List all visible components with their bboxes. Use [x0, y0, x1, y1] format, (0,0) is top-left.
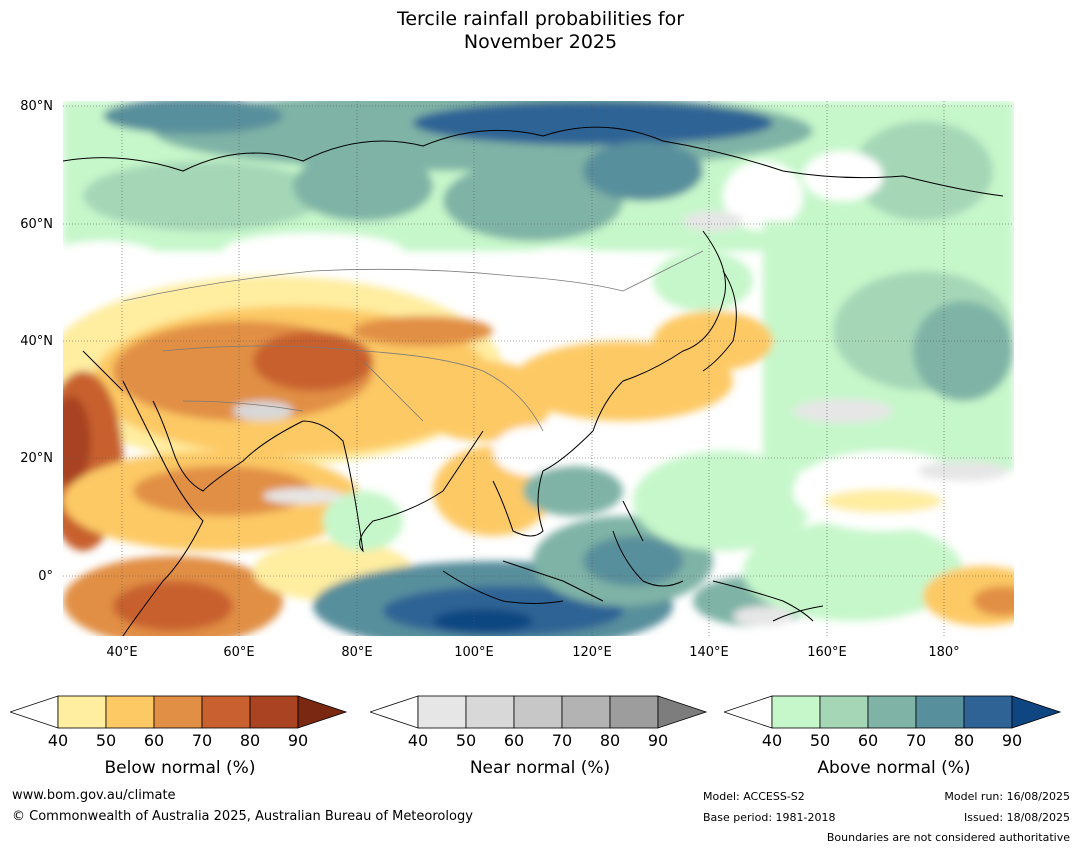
colorbar-below-tick: 90 [287, 731, 309, 750]
colorbar-below-low-end [10, 695, 59, 729]
title-line-1: Tercile rainfall probabilities for [396, 8, 685, 30]
colorbar-below [10, 695, 348, 729]
colorbar-above-tick: 80 [953, 731, 975, 750]
probability-field [63, 101, 1014, 636]
colorbar-near [370, 695, 708, 729]
colorbar-above-swatch-5 [963, 695, 1013, 729]
colorbar-below-high-end [297, 695, 348, 729]
website-link[interactable]: www.bom.gov.au/climate [12, 788, 176, 803]
lon-label-140e: 140°E [689, 645, 729, 660]
colorbar-near-tick: 70 [551, 731, 573, 750]
colorbar-below-swatch-5 [249, 695, 299, 729]
colorbar-near-tick: 80 [599, 731, 621, 750]
copyright-text: © Commonwealth of Australia 2025, Austra… [12, 809, 473, 824]
colorbar-below-tick: 40 [47, 731, 69, 750]
title-line-2: November 2025 [463, 31, 618, 53]
colorbar-near-swatch-3 [513, 695, 563, 729]
colorbar-above-high-end [1011, 695, 1062, 729]
colorbar-above-swatch-4 [915, 695, 965, 729]
model-text: Model: ACCESS-S2 [703, 790, 805, 803]
lat-label-20n: 20°N [20, 451, 53, 466]
lon-label-40e: 40°E [106, 645, 138, 660]
lon-label-80e: 80°E [341, 645, 373, 660]
colorbar-above-swatch-3 [867, 695, 917, 729]
graticule [63, 101, 1014, 636]
chart-title: Tercile rainfall probabilities for Novem… [0, 8, 1081, 54]
colorbar-above-tick: 90 [1001, 731, 1023, 750]
map-canvas [63, 101, 1014, 636]
colorbar-near-tick: 50 [455, 731, 477, 750]
colorbar-above-swatch-1 [771, 695, 821, 729]
lat-label-60n: 60°N [20, 217, 53, 232]
country-boundaries [122, 250, 704, 432]
colorbar-above-swatch-2 [819, 695, 869, 729]
colorbar-below-swatch-1 [57, 695, 107, 729]
colorbar-below-tick: 50 [95, 731, 117, 750]
issued-text: Issued: 18/08/2025 [963, 811, 1070, 824]
colorbar-below-swatch-2 [105, 695, 155, 729]
colorbar-below-swatch-4 [201, 695, 251, 729]
lon-label-60e: 60°E [223, 645, 255, 660]
colorbar-near-swatch-2 [465, 695, 515, 729]
lon-label-120e: 120°E [572, 645, 612, 660]
lat-label-80n: 80°N [20, 99, 53, 114]
lat-label-40n: 40°N [20, 334, 53, 349]
colorbar-near-low-end [370, 695, 419, 729]
colorbar-near-swatch-5 [609, 695, 659, 729]
rainfall-probability-map [63, 101, 1014, 636]
colorbar-above-title: Above normal (%) [817, 758, 971, 778]
colorbar-below-tick: 80 [239, 731, 261, 750]
colorbar-below-swatch-3 [153, 695, 203, 729]
colorbar-near-tick: 90 [647, 731, 669, 750]
colorbar-near-high-end [657, 695, 708, 729]
lon-label-180: 180° [928, 645, 960, 660]
colorbar-near-tick: 40 [407, 731, 429, 750]
colorbar-near-swatch-1 [417, 695, 467, 729]
lat-label-0: 0° [38, 569, 53, 584]
colorbar-near-tick: 60 [503, 731, 525, 750]
lon-label-160e: 160°E [807, 645, 847, 660]
colorbar-above-tick: 70 [905, 731, 927, 750]
colorbar-above [724, 695, 1062, 729]
colorbar-near-title: Near normal (%) [469, 758, 611, 778]
disclaimer-text: Boundaries are not considered authoritat… [826, 831, 1070, 844]
coastlines [63, 126, 1004, 636]
colorbar-above-tick: 60 [857, 731, 879, 750]
base-period-text: Base period: 1981-2018 [703, 811, 836, 824]
model-run-text: Model run: 16/08/2025 [944, 790, 1070, 803]
colorbar-above-tick: 40 [761, 731, 783, 750]
colorbar-above-low-end [724, 695, 773, 729]
colorbar-below-title: Below normal (%) [104, 758, 256, 778]
colorbar-above-tick: 50 [809, 731, 831, 750]
colorbar-below-tick: 70 [191, 731, 213, 750]
colorbar-below-tick: 60 [143, 731, 165, 750]
lon-label-100e: 100°E [454, 645, 494, 660]
colorbar-near-swatch-4 [561, 695, 611, 729]
